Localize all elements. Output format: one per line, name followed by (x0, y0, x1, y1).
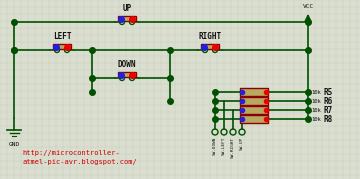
Text: LEFT: LEFT (53, 32, 71, 41)
Text: UP: UP (122, 4, 132, 13)
Text: RIGHT: RIGHT (198, 32, 221, 41)
Text: atmel-pic-avr.blogspot.com/: atmel-pic-avr.blogspot.com/ (22, 159, 137, 165)
Text: GND: GND (8, 142, 20, 147)
Text: 10k: 10k (311, 108, 321, 112)
Text: SW-RIGHT: SW-RIGHT (231, 137, 235, 158)
Text: R7: R7 (323, 105, 332, 115)
Text: SW-LEFT: SW-LEFT (222, 137, 226, 155)
Bar (240, 115, 268, 123)
Text: DOWN: DOWN (118, 60, 136, 69)
Bar (201, 44, 219, 49)
Text: SW-DOWN: SW-DOWN (213, 137, 217, 155)
Bar (118, 16, 136, 21)
Text: R6: R6 (323, 96, 332, 105)
Text: 10k: 10k (311, 117, 321, 122)
Text: 10k: 10k (311, 90, 321, 95)
Bar (240, 106, 268, 114)
Text: VCC: VCC (302, 4, 314, 9)
Bar (240, 88, 268, 96)
Bar (118, 72, 136, 77)
Text: R8: R8 (323, 115, 332, 124)
Bar (240, 97, 268, 105)
Text: SW-UP: SW-UP (240, 137, 244, 150)
Text: R5: R5 (323, 88, 332, 96)
Text: 10k: 10k (311, 98, 321, 103)
Bar (53, 44, 71, 49)
Text: http://microcontroller-: http://microcontroller- (22, 150, 120, 156)
